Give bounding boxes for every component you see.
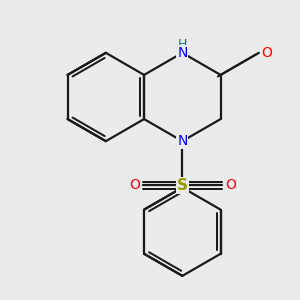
Text: S: S <box>177 178 188 193</box>
Text: H: H <box>178 38 187 51</box>
Text: N: N <box>177 46 188 60</box>
Text: N: N <box>177 134 188 148</box>
Text: O: O <box>129 178 140 192</box>
Text: O: O <box>261 46 272 60</box>
Text: O: O <box>225 178 236 192</box>
